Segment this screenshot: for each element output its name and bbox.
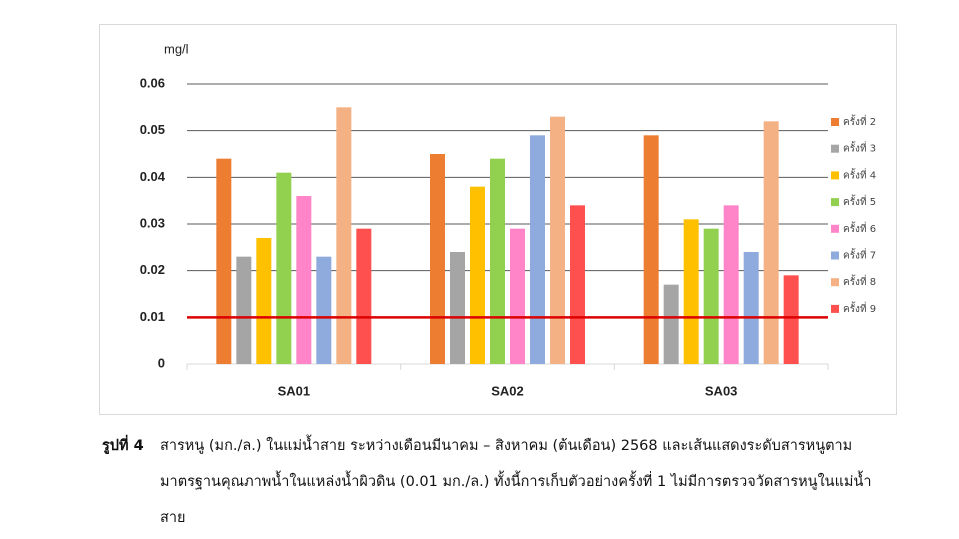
bar	[510, 228, 525, 364]
legend-swatch	[831, 304, 839, 313]
legend-label: ครั้งที่ 2	[843, 114, 876, 128]
legend-swatch	[831, 251, 839, 260]
bar	[256, 238, 272, 364]
legend-swatch	[831, 198, 839, 207]
legend-swatch	[831, 171, 839, 180]
bar	[316, 256, 332, 364]
x-tick-label: SA02	[491, 383, 524, 398]
bar	[570, 205, 585, 364]
x-tick-label: SA03	[705, 383, 738, 398]
caption-label: รูปที่ 4	[102, 438, 144, 454]
bar	[663, 284, 679, 364]
bar	[216, 158, 232, 364]
bar	[430, 154, 445, 364]
x-tick-label: SA01	[278, 383, 311, 398]
bar	[723, 205, 739, 364]
legend-swatch	[831, 118, 839, 126]
y-tick-label: 0.05	[140, 122, 165, 137]
bar	[296, 196, 312, 364]
caption-text: สารหนู (มก./ล.) ในแม่น้ำสาย ระหว่างเดือน…	[160, 438, 872, 526]
bar	[743, 252, 759, 364]
legend-swatch	[831, 144, 839, 153]
legend-label: ครั้งที่ 8	[843, 274, 876, 288]
y-tick-label: 0	[158, 355, 165, 370]
legend-label: ครั้งที่ 5	[843, 194, 876, 208]
bar	[356, 228, 372, 364]
y-tick-label: 0.06	[140, 75, 165, 90]
y-tick-label: 0.03	[140, 215, 165, 230]
bar	[276, 172, 292, 364]
legend-label: ครั้งที่ 7	[843, 248, 876, 262]
bar	[490, 158, 505, 364]
legend-label: ครั้งที่ 9	[843, 301, 876, 315]
bar	[236, 256, 252, 364]
legend-label: ครั้งที่ 3	[843, 141, 876, 155]
bar	[550, 116, 565, 365]
chart: mg/l 0 0.01 0.02 0.03 0.04 0.05 0.06 SA01 SA02 SA…	[99, 24, 897, 415]
bar	[530, 135, 545, 364]
y-axis-label: mg/l	[164, 41, 189, 56]
bar	[783, 275, 799, 364]
y-tick-label: 0.02	[140, 262, 165, 277]
y-tick-label: 0.04	[140, 169, 166, 184]
bar	[336, 107, 352, 364]
bar	[470, 186, 485, 364]
bar	[450, 252, 465, 364]
y-tick-label: 0.01	[140, 309, 165, 324]
legend-label: ครั้งที่ 4	[843, 167, 876, 181]
bar	[683, 219, 699, 364]
legend-swatch	[831, 224, 839, 233]
legend-swatch	[831, 278, 839, 287]
caption: รูปที่ 4 สารหนู (มก./ล.) ในแม่น้ำสาย ระห…	[102, 428, 892, 536]
bar	[763, 121, 779, 364]
bar	[643, 135, 659, 364]
bar	[703, 228, 719, 364]
legend-label: ครั้งที่ 6	[843, 221, 876, 235]
